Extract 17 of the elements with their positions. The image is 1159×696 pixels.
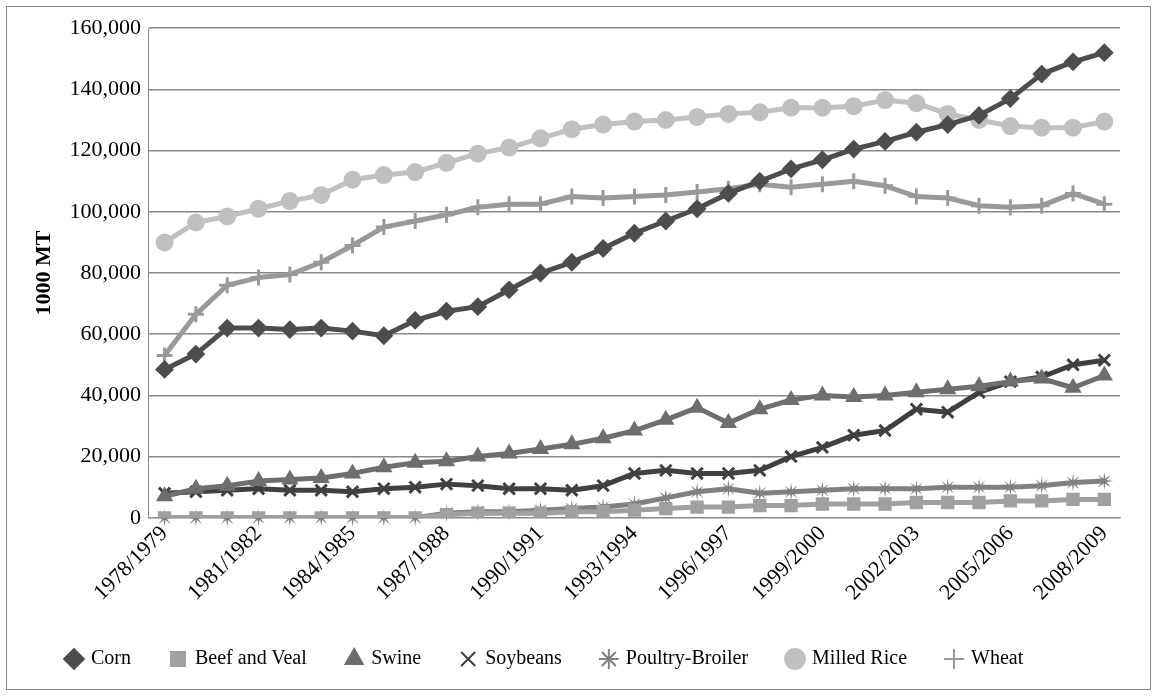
legend-label: Swine (371, 646, 422, 669)
legend-label: Poultry-Broiler (625, 646, 749, 670)
legend-label: Soybeans (485, 646, 563, 670)
y-tick-label: 100,000 (69, 197, 141, 223)
y-tick-label: 60,000 (80, 319, 141, 345)
y-axis-title: 1000 MT (29, 230, 55, 316)
y-tick-label: 40,000 (80, 381, 141, 407)
y-tick-label: 120,000 (69, 136, 141, 162)
y-tick-label: 160,000 (69, 13, 141, 39)
legend-label: Milled Rice (812, 646, 908, 669)
legend-label: Corn (91, 646, 131, 669)
y-tick-label: 20,000 (80, 442, 141, 468)
y-tick-label: 80,000 (80, 258, 141, 284)
y-tick-label: 140,000 (69, 75, 141, 101)
y-tick-label: 0 (129, 503, 141, 529)
legend-label: Wheat (971, 646, 1024, 669)
legend-label: Beef and Veal (195, 646, 308, 669)
